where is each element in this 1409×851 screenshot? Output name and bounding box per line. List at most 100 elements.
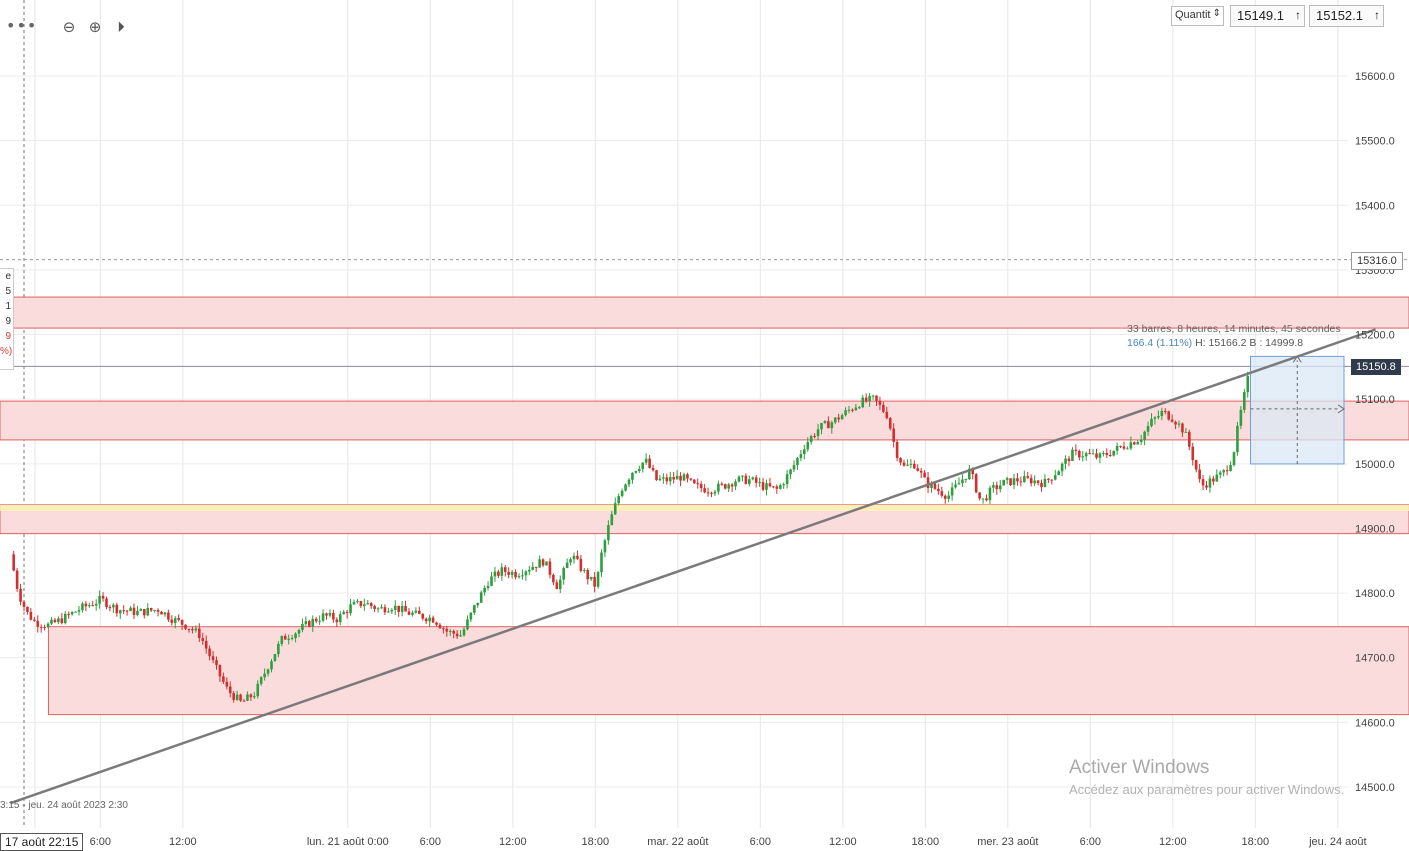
candle-body	[754, 477, 758, 483]
candle-body	[43, 627, 46, 629]
candle-body	[933, 483, 937, 489]
arrow-up-icon: ↑	[1374, 8, 1380, 22]
candle-body	[455, 633, 459, 637]
candle-body	[404, 606, 407, 612]
candle-body	[552, 574, 555, 583]
highlight-band	[0, 504, 1409, 512]
bid-price-button[interactable]: 15149.1 ↑	[1230, 5, 1305, 27]
candle-body	[992, 485, 995, 488]
candle-body	[1122, 446, 1126, 449]
candle-body	[995, 485, 999, 490]
quantity-select[interactable]: Quantit ⇕	[1171, 6, 1224, 26]
supply-demand-zone[interactable]	[0, 296, 1409, 329]
candle-body	[1146, 426, 1150, 432]
play-icon[interactable]: ⏵	[117, 18, 125, 36]
candle-body	[961, 479, 964, 484]
candle-body	[325, 613, 328, 616]
candle-body	[703, 488, 706, 493]
candle-body	[473, 605, 476, 613]
candle-body	[906, 464, 909, 466]
candle-body	[617, 496, 620, 504]
ask-price: 15152.1	[1316, 8, 1363, 23]
candle-body	[1215, 474, 1219, 482]
legend-line: %)	[0, 346, 13, 357]
more-options-icon[interactable]: •••	[6, 16, 38, 35]
candle-body	[727, 484, 730, 489]
candle-body	[1181, 423, 1184, 433]
candle-body	[930, 483, 933, 489]
candle-body	[1043, 478, 1047, 487]
candle-body	[476, 602, 480, 606]
candle-body	[407, 611, 411, 615]
candle-body	[748, 479, 751, 484]
candle-body	[548, 561, 552, 575]
arrow-up-icon: ↑	[1295, 8, 1301, 22]
measure-duration: 33 barres, 8 heures, 14 minutes, 45 seco…	[1127, 323, 1341, 335]
candle-body	[943, 495, 947, 499]
candle-body	[576, 555, 579, 559]
candle-body	[283, 636, 287, 640]
trendline[interactable]	[9, 328, 1377, 805]
candle-body	[483, 587, 486, 593]
measure-box[interactable]	[1250, 355, 1345, 465]
candle-body	[1139, 439, 1143, 443]
candle-body	[514, 571, 517, 578]
candle-body	[15, 570, 19, 589]
ask-price-button[interactable]: 15152.1 ↑	[1309, 5, 1384, 27]
candle-body	[383, 607, 387, 613]
candle-body	[913, 463, 916, 469]
candle-body	[270, 661, 273, 670]
candle-body	[215, 660, 218, 665]
price-tick-label: 15600.0	[1355, 71, 1395, 83]
candle-body	[139, 609, 143, 611]
price-axis[interactable]	[1348, 0, 1409, 828]
candle-body	[648, 458, 651, 468]
candle-body	[772, 486, 775, 488]
candle-body	[675, 475, 679, 480]
candle-body	[1002, 479, 1005, 486]
candle-body	[668, 477, 672, 482]
candle-body	[1012, 478, 1016, 486]
supply-demand-zone[interactable]	[47, 626, 1409, 716]
candle-body	[273, 654, 277, 662]
legend-line: 9	[5, 316, 11, 327]
supply-demand-zone[interactable]	[0, 400, 1409, 441]
candle-body	[1198, 469, 1201, 480]
candle-body	[916, 468, 920, 471]
candle-body	[91, 605, 95, 607]
candle-body	[448, 630, 452, 632]
candle-body	[696, 483, 700, 485]
candle-body	[572, 555, 576, 560]
zoom-in-icon[interactable]: ⊕	[88, 18, 102, 36]
candle-body	[765, 483, 768, 490]
candle-body	[1174, 421, 1177, 425]
last-price-tag: 15150.8	[1351, 359, 1401, 375]
time-tick-label: 12:00	[169, 836, 197, 848]
candle-body	[218, 664, 222, 677]
candle-body	[67, 613, 70, 615]
candle-body	[699, 483, 703, 489]
candle-body	[558, 579, 562, 590]
price-tick-label: 15000.0	[1355, 459, 1395, 471]
candle-body	[204, 640, 208, 649]
candle-body	[919, 470, 923, 473]
candle-body	[1236, 425, 1239, 453]
measure-high-low: H: 15166.2 B : 14999.8	[1195, 337, 1304, 349]
candle-body	[249, 694, 253, 698]
candle-body	[686, 474, 689, 479]
candle-body	[689, 478, 693, 480]
candle-body	[555, 582, 559, 590]
candle-body	[132, 607, 136, 615]
candle-body	[50, 619, 53, 624]
candle-body	[356, 601, 359, 603]
zoom-out-icon[interactable]: ⊖	[62, 18, 76, 36]
candle-body	[978, 492, 981, 499]
candle-body	[940, 491, 944, 496]
candle-body	[909, 463, 913, 465]
candle-body	[706, 492, 710, 494]
candle-body	[266, 669, 270, 674]
legend-line: 5	[5, 286, 11, 297]
time-tick-label: 12:00	[499, 836, 527, 848]
candle-body	[12, 554, 15, 571]
